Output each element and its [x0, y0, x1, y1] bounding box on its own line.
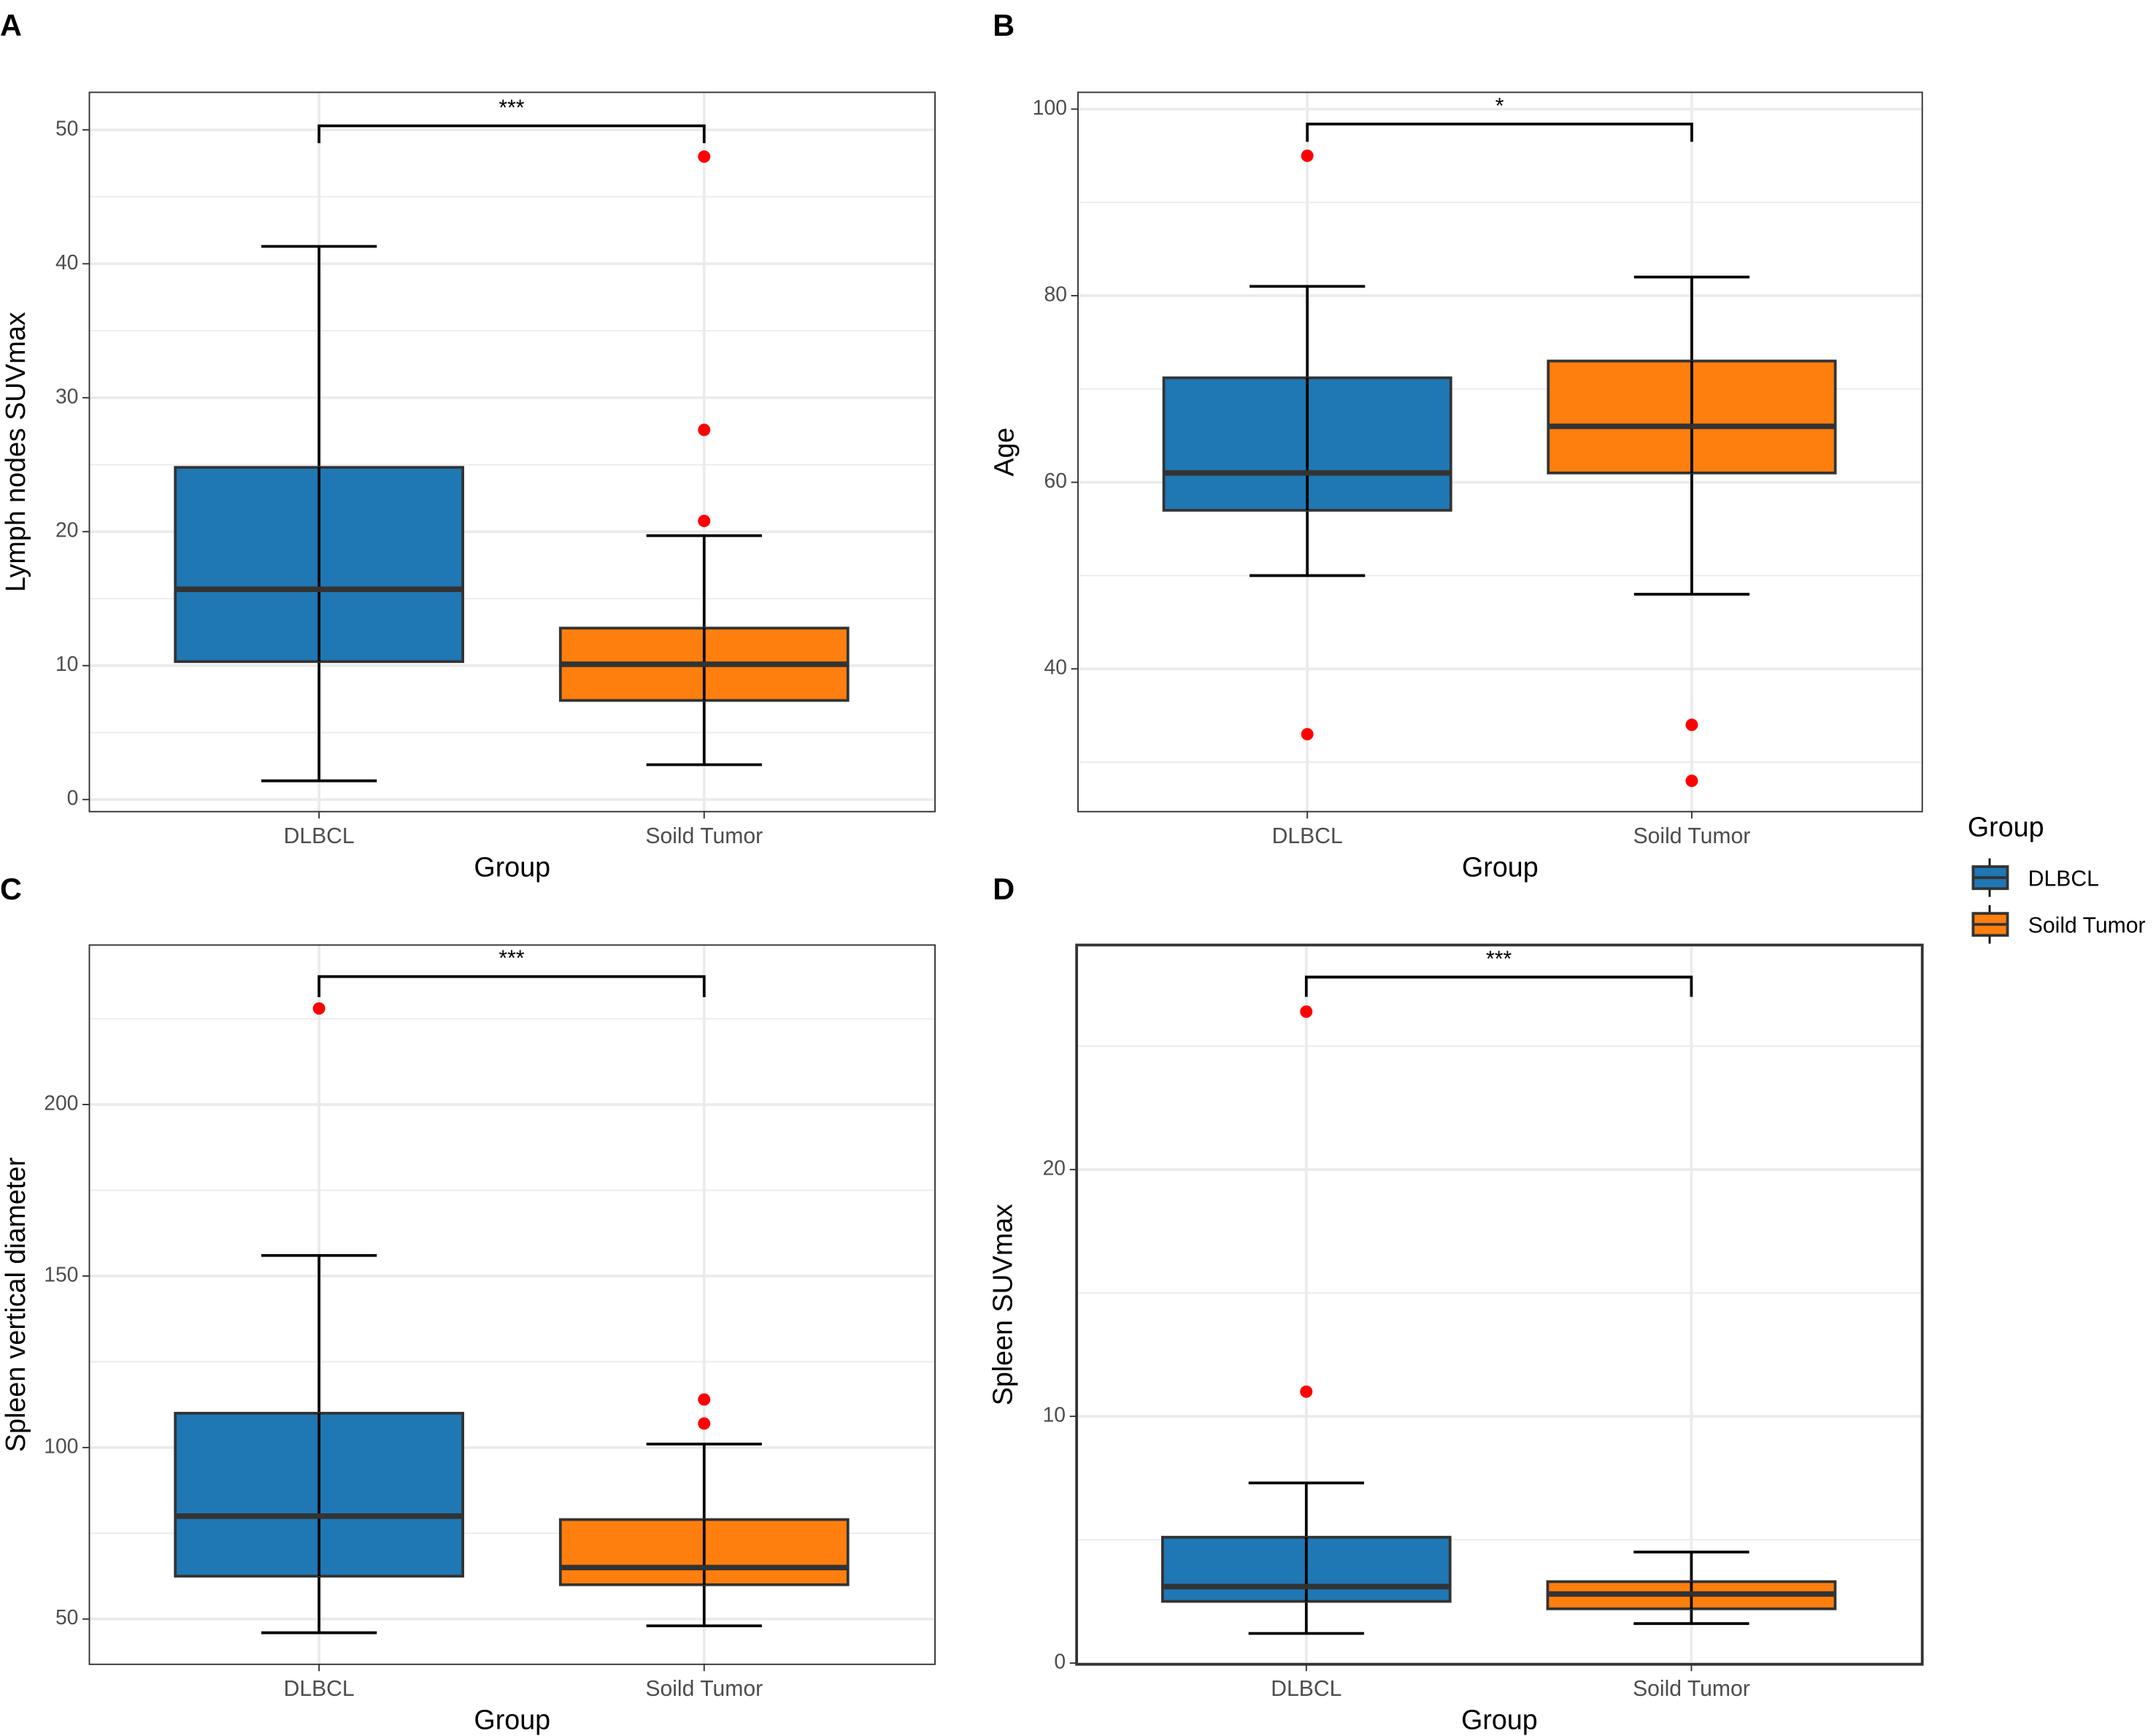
legend-label: Soild Tumor	[2028, 914, 2146, 938]
x-tick-label: Soild Tumor	[645, 1677, 763, 1701]
x-axis-title: Group	[474, 851, 550, 882]
panel-d: D 0 10 20 DLBCL Soild Tumor *** Group Spleen SUV…	[987, 872, 1924, 1735]
significance-label: ***	[1486, 947, 1512, 971]
outlier-point	[698, 1417, 711, 1430]
panel-label: B	[993, 8, 1015, 42]
x-tick-label: Soild Tumor	[1633, 824, 1751, 848]
y-tick-label: 40	[1044, 656, 1066, 679]
y-axis-title: Age	[988, 428, 1019, 477]
y-tick-label: 40	[55, 250, 78, 274]
outlier-point	[1685, 718, 1698, 731]
panel-border	[88, 944, 936, 1665]
outlier-point	[698, 150, 711, 164]
y-tick-label: 60	[1044, 469, 1066, 492]
x-axis-title: Group	[474, 1704, 550, 1735]
x-axis-title: Group	[1462, 851, 1539, 882]
panel-label: D	[993, 872, 1015, 906]
outlier-point	[1300, 1385, 1313, 1398]
outlier-point	[1301, 149, 1314, 162]
y-tick-label: 80	[1044, 283, 1066, 306]
panel-border	[1075, 943, 1924, 1666]
legend: Group DLBCL Soild Tumor	[1968, 812, 2146, 944]
significance-bracket	[317, 124, 706, 144]
y-tick-label: 30	[55, 384, 78, 407]
significance-label: ***	[498, 947, 524, 971]
significance-bracket	[317, 975, 706, 997]
x-tick-label: DLBCL	[1272, 824, 1343, 848]
y-tick-label: 0	[67, 786, 79, 810]
panel-border	[1077, 91, 1923, 813]
y-tick-label: 10	[55, 652, 78, 675]
significance-bracket	[1304, 975, 1693, 997]
x-tick-label: DLBCL	[284, 1677, 355, 1701]
y-tick-label: 100	[44, 1434, 78, 1457]
x-tick-label: DLBCL	[284, 824, 355, 848]
x-tick-label: DLBCL	[1271, 1677, 1341, 1701]
legend-label: DLBCL	[2028, 867, 2099, 891]
outlier-point	[1301, 728, 1314, 741]
y-axis-title: Lymph nodes SUVmax	[0, 312, 31, 592]
y-axis-title: Spleen vertical diameter	[0, 1157, 31, 1452]
significance-label: *	[1495, 94, 1504, 118]
x-tick-label: Soild Tumor	[645, 824, 763, 848]
x-tick-label: Soild Tumor	[1633, 1677, 1750, 1701]
panel-c: C 50 100 150 200 DLBCL Soild Tumor *** Group Sple…	[0, 872, 936, 1735]
legend-key-1	[1971, 905, 2009, 944]
outlier-point	[1685, 775, 1698, 788]
y-tick-label: 50	[55, 1605, 78, 1629]
outlier-point	[698, 1393, 711, 1406]
y-tick-label: 0	[1054, 1650, 1066, 1673]
y-axis-title: Spleen SUVmax	[987, 1204, 1018, 1405]
outlier-point	[312, 1002, 326, 1015]
legend-title: Group	[1968, 812, 2044, 842]
x-axis-title: Group	[1461, 1704, 1538, 1735]
legend-key-0	[1971, 858, 2009, 897]
y-tick-label: 10	[1043, 1403, 1066, 1426]
significance-bracket	[1306, 123, 1693, 142]
y-tick-label: 20	[55, 518, 78, 542]
y-tick-label: 50	[55, 116, 78, 139]
panel-border	[88, 91, 936, 813]
y-tick-label: 100	[1033, 96, 1067, 119]
y-tick-label: 200	[44, 1091, 78, 1114]
outlier-point	[698, 423, 711, 437]
panel-label: C	[0, 872, 22, 906]
outlier-point	[698, 515, 711, 528]
panel-a: A 0 10 20 30 40 50 DLBCL Soild Tumor *** Group Lymp…	[0, 8, 936, 882]
y-tick-label: 20	[1043, 1156, 1066, 1180]
outlier-point	[1300, 1005, 1313, 1018]
panel-b: B 40 60 80 100 DLBCL Soild Tumor * Group Age	[988, 8, 1923, 882]
panel-label: A	[0, 8, 22, 42]
significance-label: ***	[498, 96, 524, 120]
y-tick-label: 150	[44, 1262, 78, 1286]
